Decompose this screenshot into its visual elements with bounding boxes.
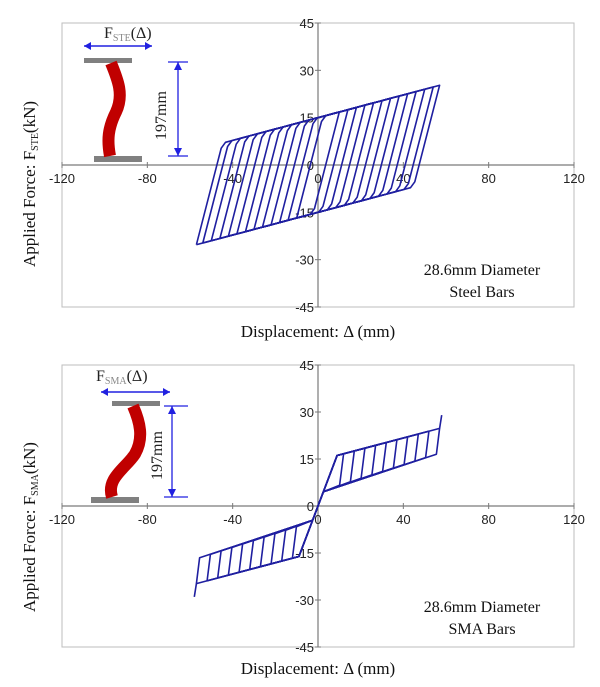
y-tick-label: -45 xyxy=(295,300,314,315)
force-label: FSTE(Δ) xyxy=(104,25,152,44)
hysteresis-loop xyxy=(438,414,443,429)
annotation-line1: 28.6mm Diameter xyxy=(424,599,541,616)
x-tick-label: 0 xyxy=(314,171,321,186)
x-tick-label: 80 xyxy=(481,512,495,527)
height-label: 197mm xyxy=(149,431,166,480)
y-tick-label: 15 xyxy=(300,452,314,467)
x-axis-label: Displacement: Δ (mm) xyxy=(241,659,395,678)
y-tick-label: -45 xyxy=(295,640,314,655)
x-tick-label: -120 xyxy=(49,171,75,186)
y-tick-label: -30 xyxy=(295,593,314,608)
y-tick-label: 45 xyxy=(300,358,314,373)
bent-column xyxy=(102,60,126,158)
x-tick-label: 40 xyxy=(396,171,410,186)
y-tick-label: 30 xyxy=(300,405,314,420)
dimension-arrowhead-top xyxy=(174,62,182,70)
top-plate xyxy=(84,58,132,63)
y-tick-label: -15 xyxy=(295,546,314,561)
column-inset: FSTE(Δ) 197mm xyxy=(84,25,188,162)
force-arrowhead-right xyxy=(163,388,170,396)
x-tick-label: -40 xyxy=(223,512,242,527)
annotation-line2: Steel Bars xyxy=(449,284,514,301)
x-tick-label: -120 xyxy=(49,512,75,527)
annotation-line1: 28.6mm Diameter xyxy=(424,262,541,279)
x-tick-label: -80 xyxy=(138,512,157,527)
x-tick-label: 80 xyxy=(481,171,495,186)
height-label: 197mm xyxy=(153,91,170,140)
dimension-arrowhead-bottom xyxy=(168,489,176,497)
x-tick-label: 120 xyxy=(563,512,585,527)
bent-column xyxy=(104,403,147,499)
y-tick-label: -30 xyxy=(295,253,314,268)
x-tick-label: -80 xyxy=(138,171,157,186)
x-tick-label: 120 xyxy=(563,171,585,186)
top-plate xyxy=(112,401,160,406)
chart-panel-sma: -120 -80 -40 0 40 80 120 45 30 15 0 -15 -30 -45 FSMA(… xyxy=(20,358,585,678)
y-axis-label: Applied Force: FSTE(kN) xyxy=(20,101,41,267)
hysteresis-loop xyxy=(195,84,441,246)
y-tick-label: 45 xyxy=(300,16,314,31)
force-label: FSMA(Δ) xyxy=(96,368,148,387)
x-tick-label: 0 xyxy=(314,512,321,527)
column-inset: FSMA(Δ) 197mm xyxy=(91,368,188,503)
bottom-plate xyxy=(94,156,142,162)
hysteresis-loop xyxy=(195,427,441,585)
y-tick-label: 0 xyxy=(307,499,314,514)
x-tick-label: 40 xyxy=(396,512,410,527)
annotation-line2: SMA Bars xyxy=(448,621,515,638)
y-axis-label: Applied Force: FSMA(kN) xyxy=(20,442,41,612)
force-arrowhead-right xyxy=(145,42,152,50)
bottom-plate xyxy=(91,497,139,503)
force-arrowhead-left xyxy=(84,42,91,50)
dimension-arrowhead-bottom xyxy=(174,148,182,156)
force-arrowhead-left xyxy=(101,388,108,396)
hysteresis-loop xyxy=(193,583,198,598)
x-axis-label: Displacement: Δ (mm) xyxy=(241,322,395,341)
dimension-arrowhead-top xyxy=(168,406,176,414)
y-tick-label: 30 xyxy=(300,63,314,78)
